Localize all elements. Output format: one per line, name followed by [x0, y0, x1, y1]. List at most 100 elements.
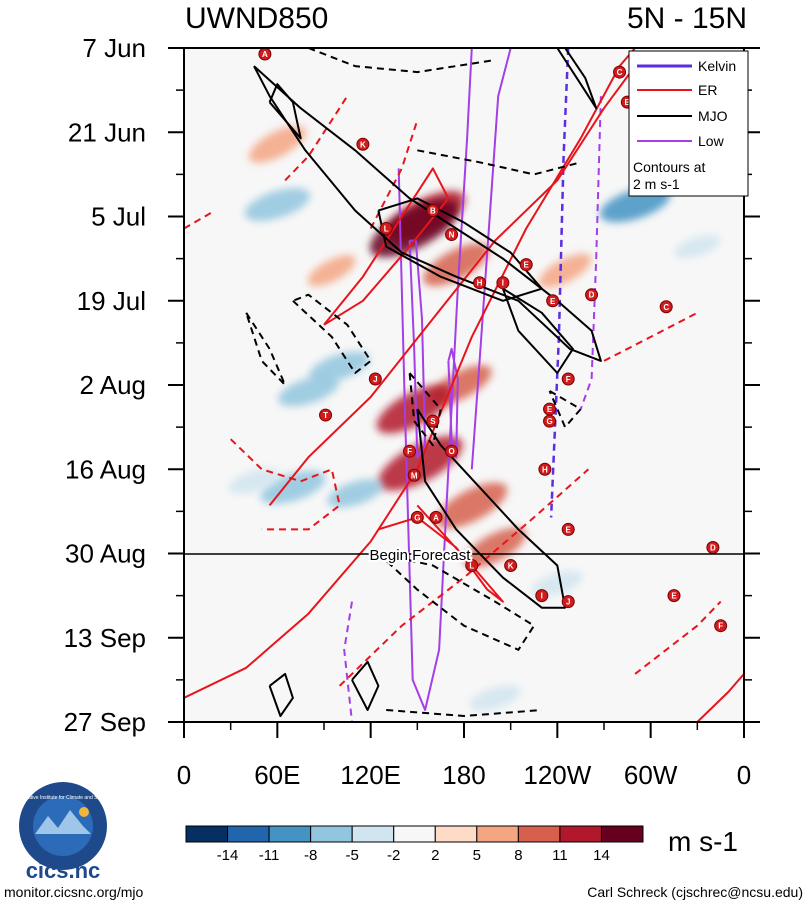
storm-marker: G: [410, 510, 424, 524]
legend-note-line: Contours at: [633, 159, 705, 175]
colorbar-cell: [476, 825, 519, 843]
colorbar-label: -8: [304, 847, 317, 864]
storm-label: E: [671, 592, 677, 601]
legend-label-low: Low: [698, 133, 725, 149]
contour-low: [408, 239, 427, 459]
contour-er: [230, 438, 341, 531]
anomaly-blob: [244, 187, 311, 222]
legend-label-mjo: MJO: [698, 108, 728, 124]
footer-left: monitor.cicsnc.org/mjo: [4, 884, 144, 900]
anomaly-blob: [674, 234, 721, 259]
storm-icon: [714, 619, 728, 633]
contour-mjo: [386, 709, 542, 717]
storm-marker: B: [426, 203, 440, 217]
storm-label: J: [373, 375, 377, 384]
storm-marker: E: [561, 522, 575, 536]
legend-box: [628, 50, 749, 197]
x-tick-label: 60W: [624, 760, 678, 790]
storm-marker: K: [356, 137, 370, 151]
storm-marker: N: [445, 228, 459, 242]
storm-label: G: [546, 417, 552, 426]
y-tick-label: 30 Aug: [65, 539, 146, 569]
anomaly-blob: [538, 253, 592, 288]
storm-marker: E: [519, 258, 533, 272]
contour-low: [343, 601, 353, 722]
anomaly-blob: [307, 255, 356, 287]
storm-icon: [319, 408, 333, 422]
anomaly-blob: [278, 375, 339, 407]
storm-icon: [585, 288, 599, 302]
storm-label: C: [617, 68, 623, 77]
anomaly-blob: [327, 479, 384, 508]
contour-layer: [184, 48, 744, 722]
contour-mjo: [377, 552, 535, 651]
storm-icon: [356, 137, 370, 151]
storm-marker: E: [667, 589, 681, 603]
contour-mjo: [548, 390, 582, 429]
contour-er: [184, 209, 216, 230]
storm-label: B: [430, 206, 436, 215]
contour-er: [323, 167, 450, 326]
anomaly-blob: [469, 685, 521, 711]
storm-label: S: [430, 417, 436, 426]
storm-icon: [667, 589, 681, 603]
storm-icon: [368, 372, 382, 386]
storm-icon: [535, 589, 549, 603]
storm-marker: G: [543, 414, 557, 428]
storm-marker: C: [613, 65, 627, 79]
x-tick-label: 0: [177, 760, 191, 790]
storm-label: H: [477, 279, 483, 288]
storm-marker: T: [319, 408, 333, 422]
storm-marker: F: [403, 444, 417, 458]
storm-marker: E: [546, 294, 560, 308]
storm-icon: [659, 300, 673, 314]
contour-er: [369, 119, 419, 229]
storm-marker: S: [426, 414, 440, 428]
storm-icon: [403, 444, 417, 458]
contour-er: [184, 48, 636, 699]
legend-note-line: 2 m s-1: [633, 176, 680, 192]
storm-marker: K: [504, 559, 518, 573]
axes: 0 60E 120E 180 120W 60W 0 7 Jun 21 Jun 5 Jul 19 Ju…: [64, 33, 760, 790]
anomaly-blob: [248, 125, 306, 163]
contour-mjo: [351, 660, 380, 711]
storm-icon: [613, 65, 627, 79]
storm-label: J: [566, 598, 570, 607]
contour-mjo: [308, 48, 496, 74]
storm-label: N: [449, 231, 455, 240]
colorbar-label: 5: [473, 847, 481, 864]
storm-icon: [538, 462, 552, 476]
contour-mjo: [245, 312, 287, 386]
anomaly-blob: [436, 482, 508, 529]
storm-label: T: [323, 411, 328, 420]
y-tick-label: 16 Aug: [65, 454, 146, 484]
storm-marker: L: [379, 222, 393, 236]
x-tick-label: 120W: [523, 760, 591, 790]
x-tick-label: 60E: [254, 760, 300, 790]
forecast-label: Begin Forecast: [370, 547, 472, 564]
cics-logo: Cooperative Institute for Climate and Sa…: [12, 782, 115, 882]
storm-label: C: [663, 303, 669, 312]
storm-label: D: [710, 543, 716, 552]
storm-marker: C: [659, 300, 673, 314]
contour-er: [338, 468, 590, 687]
x-tick-label: 180: [442, 760, 485, 790]
contour-mjo: [408, 372, 442, 447]
y-tick-label: 19 Jul: [77, 286, 146, 316]
colorbar-cell: [227, 825, 270, 843]
logo-ring-text: Cooperative Institute for Climate and Sa…: [12, 795, 115, 801]
storm-label: B: [624, 98, 630, 107]
storm-marker: J: [561, 595, 575, 609]
storm-icon: [519, 258, 533, 272]
anomaly-blob: [228, 468, 280, 495]
y-tick-label: 7 Jun: [82, 33, 146, 63]
storm-label: L: [469, 562, 474, 571]
anomaly-field: [228, 125, 721, 711]
storm-icon: [465, 559, 479, 573]
storm-label: E: [566, 525, 572, 534]
storm-marker: A: [258, 47, 272, 61]
storm-icon: [543, 414, 557, 428]
storm-label: L: [384, 225, 389, 234]
colorbar-cell: [393, 825, 436, 843]
